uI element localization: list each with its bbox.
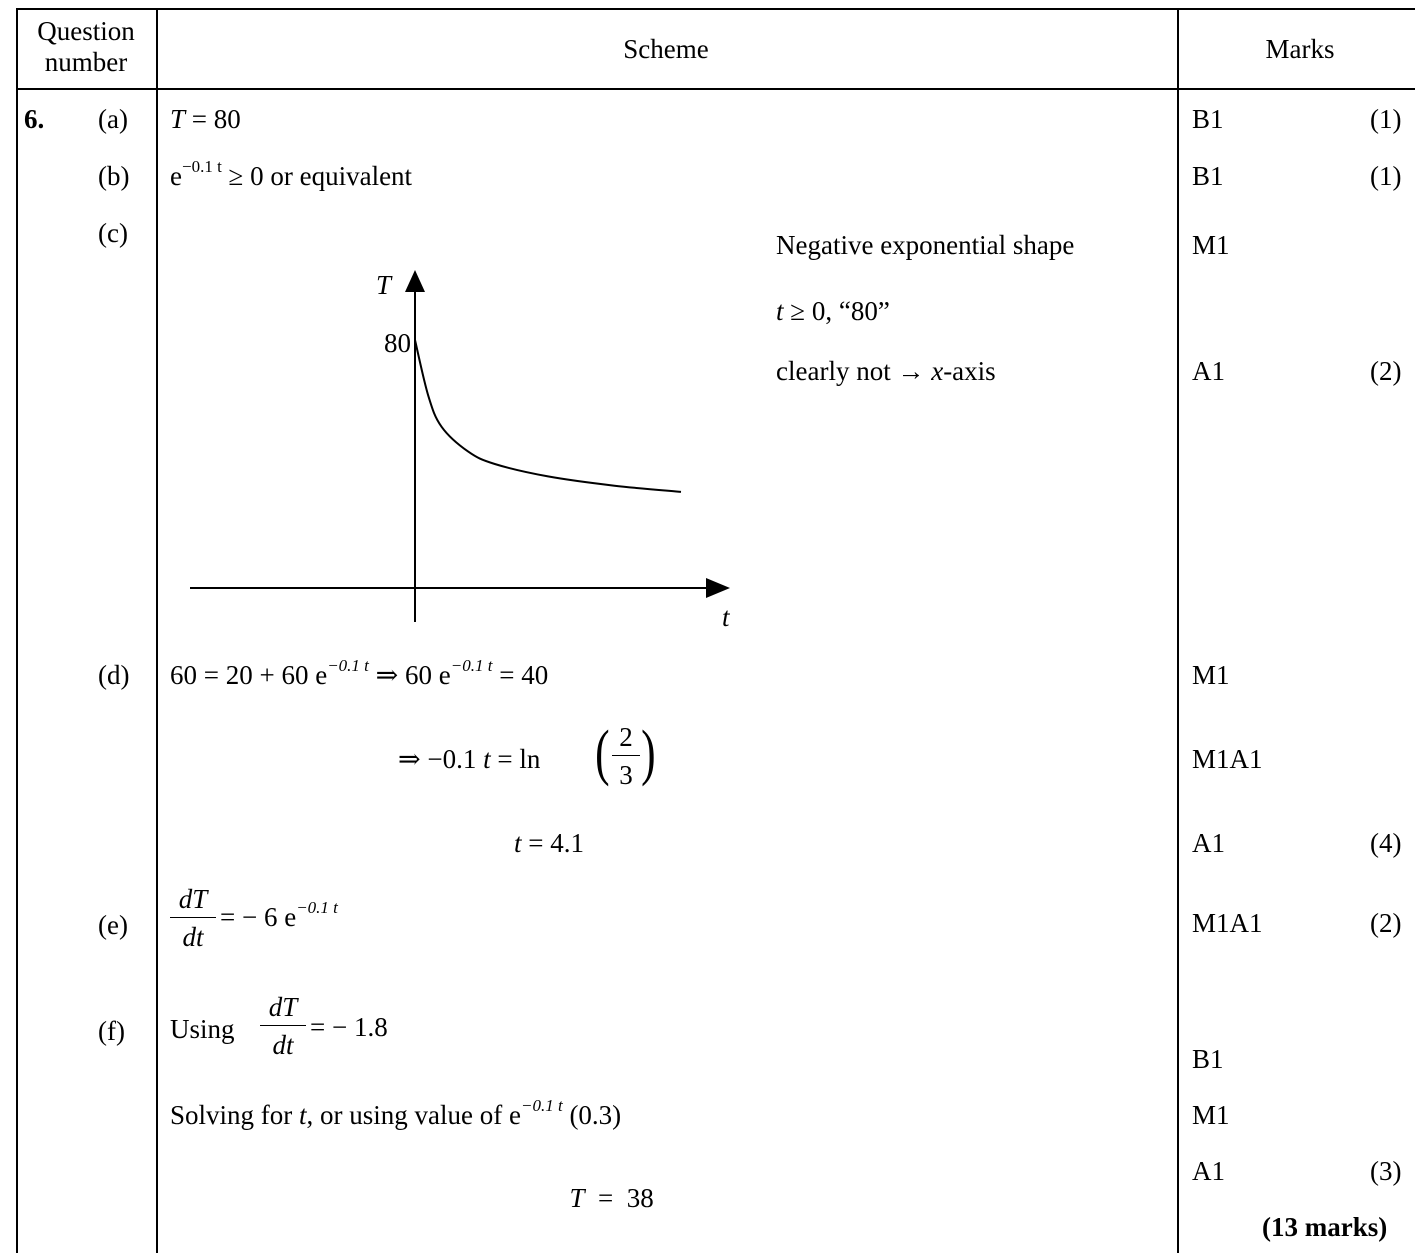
part-e-rest: = − 6 e [220, 902, 297, 932]
graph-y-axis-arrow [405, 270, 425, 292]
graph-curve [414, 339, 682, 493]
table-header-divider [16, 88, 1415, 90]
part-c-note-shape: Negative exponential shape [776, 230, 1075, 260]
part-d-fraction: 2 3 [612, 724, 640, 789]
part-d-line-1-c: = 40 [492, 660, 549, 690]
part-b-total: (1) [1370, 161, 1402, 191]
grand-total: (13 marks) [1262, 1212, 1388, 1242]
part-f-value: = − 1.8 [310, 1012, 388, 1042]
part-f-line-3-var: T [569, 1183, 585, 1213]
part-a-answer: T = 80 [170, 106, 241, 133]
part-c-note-asymptote: clearly not → x-axis [776, 358, 996, 385]
part-f-line-2-var: t [299, 1100, 307, 1130]
part-f-line-2-c: (0.3) [562, 1100, 622, 1130]
graph-y-axis-label: T [376, 270, 393, 300]
part-f-total: (3) [1370, 1156, 1402, 1186]
part-d-line-1-exp: −0.1 t [327, 656, 369, 675]
part-d-line-2-b: = ln [490, 744, 541, 774]
part-c-note-asymptote-post: -axis [943, 356, 996, 386]
part-e-derivative-num: dT [170, 886, 216, 918]
header-marks: Marks [1265, 34, 1335, 64]
table-border-left [16, 8, 18, 1253]
part-c-note-domain-rest: ≥ 0, “80” [783, 296, 890, 326]
part-e-exp: −0.1 t [296, 898, 338, 917]
part-f-line-2-b: , or using value of e [306, 1100, 521, 1130]
part-a-label: (a) [98, 104, 128, 134]
part-c-note-domain-var: t [776, 296, 784, 326]
part-f-line-3: T = 38 [556, 1158, 654, 1212]
part-d-mark-2: M1A1 [1192, 744, 1263, 774]
part-a-variable: T [170, 104, 186, 134]
part-f-line-2-exp: −0.1 t [520, 1096, 563, 1115]
part-b-exponent: −0.1 t [181, 157, 222, 176]
part-d-line-1-b: ⇒ 60 e [368, 660, 451, 690]
part-d-line-1-exp2: −0.1 t [450, 656, 493, 675]
graph-y-tick-label-80: 80 [384, 328, 411, 358]
part-f-derivative-num: dT [260, 994, 306, 1026]
part-b-label: (b) [98, 161, 130, 191]
part-b-e: e [170, 161, 182, 191]
part-d-close-paren: ) [641, 719, 656, 787]
part-c-mark-1: M1 [1192, 230, 1230, 260]
part-e-total: (2) [1370, 908, 1402, 938]
part-f-label: (f) [98, 1016, 125, 1046]
part-a-total: (1) [1370, 104, 1402, 134]
part-f-using: Using [170, 1014, 235, 1044]
part-d-open-paren: ( [595, 719, 610, 787]
part-c-total: (2) [1370, 356, 1402, 386]
header-question-number: Question number [37, 16, 135, 78]
part-d-line-1-a: 60 = 20 + 60 e [170, 660, 328, 690]
part-d-line-2-var: t [483, 744, 491, 774]
part-a-value: = 80 [185, 104, 241, 134]
table-column-divider-1 [156, 8, 158, 1253]
part-c-label: (c) [98, 218, 128, 248]
part-d-line-3-var: t [514, 828, 522, 858]
part-d-total: (4) [1370, 828, 1402, 858]
part-d-line-3-rest: = 4.1 [521, 828, 584, 858]
part-f-derivative-den: dt [272, 1030, 294, 1060]
table-column-divider-2 [1177, 8, 1179, 1253]
part-e-derivative-den: dt [182, 922, 204, 952]
part-c-mark-2: A1 [1192, 356, 1225, 386]
part-f-line-3-rest: = 38 [584, 1183, 654, 1213]
part-b-mark: B1 [1192, 161, 1224, 191]
part-f-mark-2: M1 [1192, 1100, 1230, 1130]
header-scheme: Scheme [623, 34, 709, 64]
part-d-line-3: t = 4.1 [514, 830, 584, 857]
graph-x-axis-arrow [706, 578, 730, 598]
part-c-note-asymptote-pre: clearly not → [776, 356, 932, 386]
part-e-mark: M1A1 [1192, 908, 1263, 938]
table-border-top [16, 8, 1415, 10]
part-d-fraction-den: 3 [619, 760, 633, 790]
part-b-answer: e−0.1 t ≥ 0 or equivalent [170, 158, 413, 191]
part-f-mark-1: B1 [1192, 1044, 1224, 1074]
part-e-label: (e) [98, 910, 128, 940]
question-number: 6. [24, 104, 45, 134]
graph-x-axis-label: t [722, 602, 731, 632]
part-f-mark-3: A1 [1192, 1156, 1225, 1186]
part-e-expression: = − 6 e−0.1 t [220, 899, 338, 932]
part-c-note-domain: t ≥ 0, “80” [776, 298, 890, 325]
part-e-derivative: dT dt [170, 886, 216, 951]
part-a-mark: B1 [1192, 104, 1224, 134]
part-d-line-1: 60 = 20 + 60 e−0.1 t ⇒ 60 e−0.1 t = 40 [170, 657, 549, 690]
part-f-derivative: dT dt [260, 994, 306, 1059]
part-f-line-2: Solving for t, or using value of e−0.1 t… [170, 1097, 622, 1130]
part-d-label: (d) [98, 660, 130, 690]
part-b-rest: ≥ 0 or equivalent [221, 161, 413, 191]
sketch-graph: T t 80 [190, 270, 731, 632]
part-d-fraction-num: 2 [612, 724, 640, 756]
part-f-line-2-a: Solving for [170, 1100, 300, 1130]
part-d-line-2-a: ⇒ −0.1 [398, 744, 484, 774]
part-d-mark-3: A1 [1192, 828, 1225, 858]
part-d-line-2: ⇒ −0.1 t = ln [398, 746, 540, 773]
part-c-note-asymptote-var: x [931, 356, 944, 386]
part-d-mark-1: M1 [1192, 660, 1230, 690]
